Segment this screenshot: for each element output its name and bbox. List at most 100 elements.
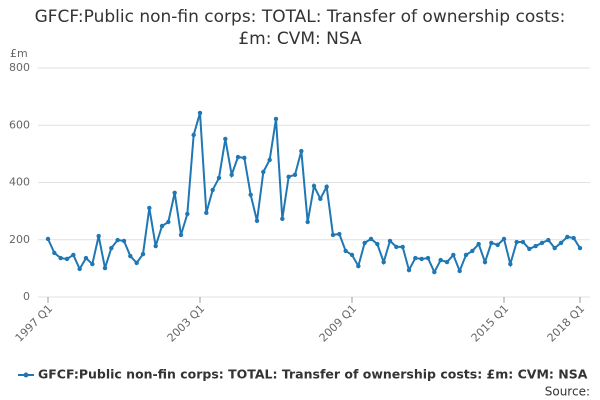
data-point — [128, 253, 133, 259]
data-point — [432, 269, 437, 275]
data-point — [305, 219, 310, 225]
data-point — [324, 184, 329, 189]
data-point — [254, 218, 260, 224]
y-tick-label: 0 — [23, 290, 30, 303]
data-point — [64, 256, 70, 262]
data-point — [349, 252, 355, 258]
x-tick-label: 1997 Q1 — [13, 302, 56, 345]
data-point — [102, 265, 108, 271]
data-point — [267, 157, 272, 163]
data-point — [394, 244, 399, 250]
data-point — [134, 260, 139, 266]
data-point — [248, 192, 253, 198]
data-point — [495, 242, 500, 248]
data-point — [539, 240, 545, 246]
data-point — [533, 243, 538, 249]
data-point — [280, 216, 285, 222]
data-point — [115, 237, 120, 243]
data-point — [470, 248, 475, 254]
data-point — [90, 261, 95, 267]
legend-label: GFCF:Public non-fin corps: TOTAL: Transf… — [38, 367, 588, 382]
data-point — [406, 267, 412, 273]
x-tick-label: 2015 Q1 — [469, 302, 512, 345]
data-point — [387, 238, 393, 244]
data-point — [210, 187, 215, 193]
data-point — [368, 236, 374, 242]
y-tick-label: 400 — [9, 176, 30, 189]
data-point — [286, 174, 291, 179]
x-tick-label: 2003 Q1 — [165, 302, 208, 345]
data-point — [172, 190, 177, 196]
data-point — [457, 268, 462, 274]
data-point — [558, 240, 564, 246]
data-point — [318, 196, 323, 202]
data-point — [527, 246, 532, 252]
y-tick-label: 200 — [9, 233, 30, 246]
data-point — [463, 252, 469, 258]
data-point — [330, 232, 336, 238]
data-point — [501, 236, 507, 242]
data-point — [292, 172, 298, 177]
data-point — [159, 223, 165, 229]
data-point — [375, 241, 380, 247]
y-tick-label: 600 — [9, 118, 30, 131]
data-point — [77, 266, 82, 272]
data-point — [71, 252, 76, 258]
data-point — [261, 169, 266, 175]
source: Source: — [545, 385, 590, 399]
data-point — [166, 219, 171, 225]
data-point — [381, 259, 386, 265]
data-point — [400, 244, 405, 250]
data-point — [419, 256, 424, 262]
data-point — [96, 233, 101, 239]
data-point — [546, 237, 551, 243]
data-point — [520, 239, 526, 245]
data-point — [343, 248, 348, 254]
data-point — [451, 252, 456, 258]
y-unit: £m — [10, 47, 28, 60]
data-point — [197, 110, 203, 116]
data-point — [565, 234, 570, 240]
data-point — [299, 148, 304, 154]
data-point — [242, 155, 247, 161]
data-point — [191, 132, 196, 138]
data-point — [185, 211, 190, 217]
data-point — [83, 255, 89, 261]
data-point — [311, 183, 317, 189]
data-point — [52, 250, 57, 256]
legend-marker — [23, 372, 29, 378]
data-point — [229, 172, 234, 177]
data-point — [58, 255, 63, 261]
data-point — [337, 231, 342, 237]
data-point — [216, 175, 222, 181]
data-point — [508, 261, 513, 267]
x-tick-label: 2018 Q1 — [545, 302, 588, 345]
data-point — [514, 239, 519, 245]
data-point — [140, 251, 146, 257]
data-point — [438, 257, 443, 263]
data-point — [362, 240, 367, 246]
data-point — [425, 255, 431, 261]
data-point — [235, 154, 241, 160]
data-point — [571, 235, 576, 241]
data-point — [489, 240, 494, 246]
data-point — [356, 263, 361, 269]
data-point — [444, 259, 450, 265]
x-tick-label: 2009 Q1 — [317, 302, 360, 345]
data-point — [45, 236, 51, 242]
chart-title: GFCF:Public non-fin corps: TOTAL: Transf… — [34, 7, 566, 49]
y-tick-label: 800 — [9, 61, 30, 74]
data-point — [476, 241, 481, 247]
data-point — [153, 243, 158, 249]
data-point — [121, 238, 127, 244]
data-point — [204, 210, 209, 216]
data-point — [178, 232, 184, 238]
data-line — [47, 112, 581, 275]
data-point — [552, 245, 557, 251]
data-point — [482, 259, 488, 265]
data-point — [577, 245, 583, 251]
data-point — [413, 255, 418, 261]
data-point — [109, 245, 114, 251]
